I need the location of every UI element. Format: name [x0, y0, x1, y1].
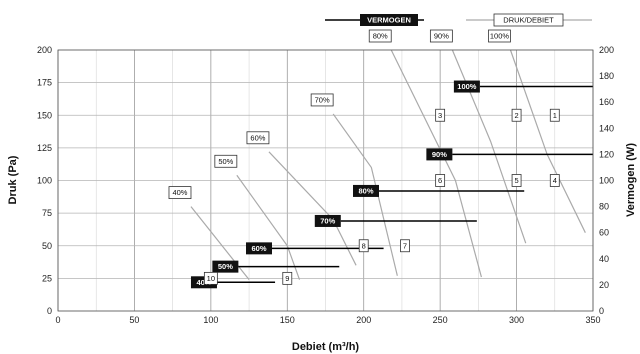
x-tick-label: 0 — [55, 315, 60, 325]
marker-label: 1 — [553, 111, 557, 120]
marker-label: 2 — [514, 111, 518, 120]
vermogen-label-box — [246, 242, 272, 255]
marker-label: 8 — [362, 241, 366, 250]
marker-label-box — [511, 174, 522, 187]
y-left-tick-label: 200 — [37, 45, 52, 55]
druk-line-100% — [509, 49, 586, 233]
legend-label-druk: DRUK/DEBIET — [503, 16, 554, 25]
legend-label-box-druk — [493, 13, 564, 27]
druk-line-80% — [390, 49, 482, 278]
x-tick-label: 300 — [509, 315, 524, 325]
druk-label-box — [214, 154, 238, 168]
druk-label: 90% — [434, 32, 449, 41]
vermogen-label-box — [353, 184, 379, 197]
plot-frame — [57, 49, 594, 312]
druk-line-70% — [332, 113, 398, 276]
marker-label-box — [282, 271, 293, 285]
druk-line-40% — [190, 206, 250, 281]
druk-label-box — [368, 29, 392, 43]
vermogen-label-box — [426, 148, 453, 161]
axes: 0 50 100 150 200 250 300 3500255075100125150175… — [37, 45, 614, 325]
y-right-tick-label: 0 — [599, 306, 604, 316]
x-tick-label: 150 — [280, 315, 295, 325]
y-axis-left-title: Druk (Pa) — [7, 155, 19, 204]
marker-label-box — [549, 108, 560, 122]
x-tick-label: 250 — [433, 315, 448, 325]
legend-label-vermogen: VERMOGEN — [367, 16, 411, 25]
marker-label-box — [435, 174, 446, 187]
druk-label-box — [168, 186, 192, 200]
y-axis-right-title: Vermogen (W) — [625, 143, 637, 217]
druk-label: 80% — [373, 32, 388, 41]
y-left-tick-label: 125 — [37, 143, 52, 153]
marker-label-box — [400, 239, 410, 253]
druk-label: 50% — [218, 157, 233, 166]
y-left-tick-label: 100 — [37, 176, 52, 186]
y-right-tick-label: 20 — [599, 280, 609, 290]
x-axis-title: Debiet (m³/h) — [292, 341, 360, 353]
x-tick-label: 350 — [585, 315, 600, 325]
druk-label-box — [310, 93, 334, 107]
legend: VERMOGEN DRUK/DEBIET — [325, 13, 592, 27]
druk-label: 100% — [490, 32, 510, 41]
vermogen-label-box — [453, 80, 480, 93]
x-tick-label: 200 — [356, 315, 371, 325]
y-right-tick-label: 180 — [599, 71, 614, 81]
y-left-tick-label: 50 — [42, 241, 52, 251]
y-right-tick-label: 80 — [599, 202, 609, 212]
druk-label: 60% — [250, 133, 265, 142]
y-right-tick-label: 40 — [599, 254, 609, 264]
marker-label-box — [203, 271, 218, 285]
vermogen-label: 60% — [251, 244, 266, 253]
marker-label: 7 — [403, 241, 407, 250]
vermogen-label: 80% — [358, 187, 373, 196]
y-right-tick-label: 160 — [599, 97, 614, 107]
vermogen-curves — [216, 85, 593, 284]
x-tick-label: 100 — [203, 315, 218, 325]
vermogen-label-box — [314, 214, 341, 227]
series-labels: 40%50%60%70%80%90%100%40%50%60%70%80%90%… — [168, 29, 560, 289]
marker-label: 5 — [514, 176, 518, 185]
marker-label: 9 — [285, 274, 289, 283]
druk-line-50% — [236, 174, 301, 280]
druk-label: 70% — [315, 96, 330, 105]
y-right-tick-label: 60 — [599, 228, 609, 238]
y-left-tick-label: 175 — [37, 78, 52, 88]
y-right-tick-label: 100 — [599, 176, 614, 186]
druk-label-box — [488, 29, 511, 43]
druk-line-90% — [451, 49, 527, 244]
y-left-tick-label: 0 — [47, 306, 52, 316]
marker-label-box — [511, 108, 522, 122]
marker-label: 3 — [438, 111, 442, 120]
vermogen-label: 100% — [457, 82, 477, 91]
y-left-tick-label: 75 — [42, 208, 52, 218]
y-right-tick-label: 140 — [599, 123, 614, 133]
y-left-tick-label: 150 — [37, 110, 52, 120]
x-tick-label: 50 — [129, 315, 139, 325]
vermogen-label-box — [212, 260, 239, 273]
druk-label-box — [246, 131, 270, 145]
y-right-tick-label: 200 — [599, 45, 614, 55]
marker-label-box — [435, 108, 446, 122]
y-right-tick-label: 120 — [599, 149, 614, 159]
marker-label-box — [549, 174, 560, 187]
marker-label: 6 — [438, 176, 442, 185]
vermogen-label: 90% — [432, 150, 447, 159]
druk-label-box — [429, 29, 453, 43]
druk-label: 40% — [172, 188, 187, 197]
vermogen-label: 50% — [218, 262, 233, 271]
marker-label-box — [358, 239, 369, 253]
legend-label-box-vermogen — [360, 14, 418, 26]
y-left-tick-label: 25 — [42, 273, 52, 283]
marker-label: 10 — [207, 274, 215, 283]
marker-label: 4 — [553, 176, 557, 185]
vermogen-label: 70% — [320, 217, 335, 226]
